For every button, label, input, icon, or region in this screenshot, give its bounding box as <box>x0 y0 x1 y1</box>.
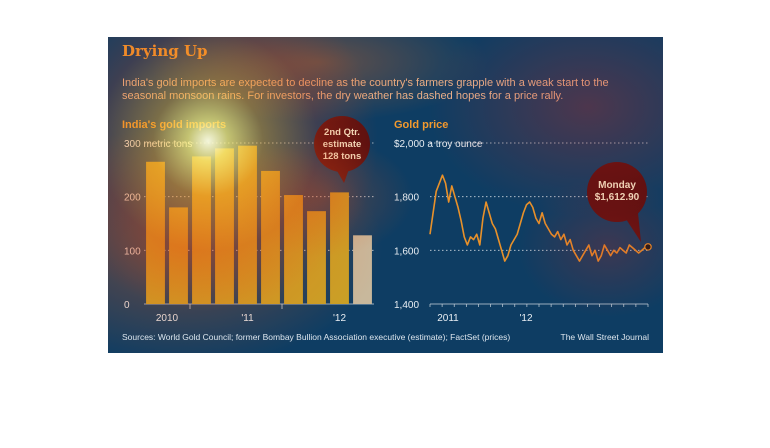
monday-callout: Monday $1,612.90 <box>587 162 647 242</box>
estimate-callout-line-1: 2nd Qtr. <box>324 127 360 138</box>
bar-y-tick-label: 300 metric tons <box>124 139 192 150</box>
bar-chart-gold-imports: India's gold imports 0 100 200 300 metric t… <box>122 116 374 324</box>
bar-y-tick-label: 0 <box>124 300 130 311</box>
bar-x-tick-label: '11 <box>241 313 254 324</box>
bar <box>146 161 165 304</box>
bar-estimate <box>353 235 372 304</box>
chart-panel: Drying Up India's gold imports are expec… <box>108 37 663 353</box>
bar <box>169 207 188 304</box>
estimate-callout-line-2: estimate <box>323 139 362 150</box>
line-chart-gold-price: Gold price 1,400 1,600 1,800 $2,000 a troy … <box>394 119 652 324</box>
bar <box>238 145 257 304</box>
bar-x-tick-label: '12 <box>333 313 346 324</box>
bar <box>307 211 326 304</box>
monday-callout-line-2: $1,612.90 <box>595 192 640 203</box>
bar-x-tick-label: 2010 <box>156 313 179 324</box>
monday-callout-line-1: Monday <box>598 180 636 191</box>
bar-chart-title: India's gold imports <box>122 119 226 131</box>
last-price-marker <box>644 243 652 251</box>
line-y-tick-label: 1,800 <box>394 193 419 204</box>
bar <box>192 156 211 304</box>
estimate-callout: 2nd Qtr. estimate 128 tons <box>314 116 370 183</box>
estimate-callout-line-3: 128 tons <box>323 151 362 162</box>
bar <box>215 148 234 304</box>
charts-svg: India's gold imports 0 100 200 300 metric t… <box>122 116 652 324</box>
publisher-credit: The Wall Street Journal <box>560 332 650 342</box>
line-y-tick-label: 1,400 <box>394 300 419 311</box>
bar-y-tick-label: 100 <box>124 246 141 257</box>
line-y-tick-label: $2,000 a troy ounce <box>394 139 483 150</box>
bar <box>330 192 349 304</box>
line-x-tick-label: 2011 <box>437 313 459 324</box>
line-x-tick-label: '12 <box>519 313 532 324</box>
line-chart-title: Gold price <box>394 119 448 131</box>
bar <box>284 195 303 304</box>
source-note: Sources: World Gold Council; former Bomb… <box>122 332 511 342</box>
bar <box>261 170 280 304</box>
estimate-callout-pointer <box>336 169 349 183</box>
line-y-tick-label: 1,600 <box>394 246 419 257</box>
bar-y-tick-label: 200 <box>124 193 141 204</box>
